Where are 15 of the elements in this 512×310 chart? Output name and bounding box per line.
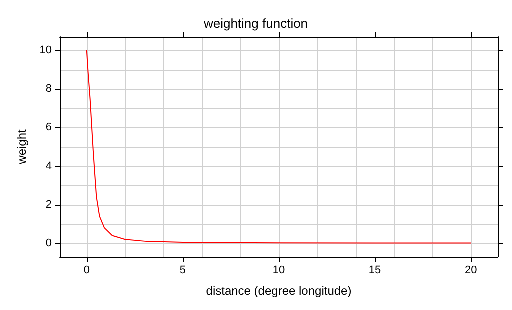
line-series — [86, 50, 472, 244]
x-axis-title: distance (degree longitude) — [206, 284, 352, 298]
y-tick-label: 8 — [46, 83, 52, 96]
x-tick-label: 15 — [368, 264, 382, 276]
y-tick-label: 10 — [40, 44, 52, 57]
y-tick-label: 6 — [46, 122, 52, 134]
x-tick-label: 5 — [180, 264, 186, 276]
x-tick-label: 0 — [84, 264, 90, 276]
y-tick-label: 2 — [46, 198, 52, 211]
x-tick-label: 10 — [272, 264, 286, 276]
x-tick-label: 20 — [464, 264, 478, 276]
y-tick-label: 0 — [46, 237, 52, 250]
y-tick-label: 4 — [46, 160, 52, 172]
y-axis-title: weight — [15, 128, 29, 166]
chart-title: weighting function — [202, 16, 308, 31]
